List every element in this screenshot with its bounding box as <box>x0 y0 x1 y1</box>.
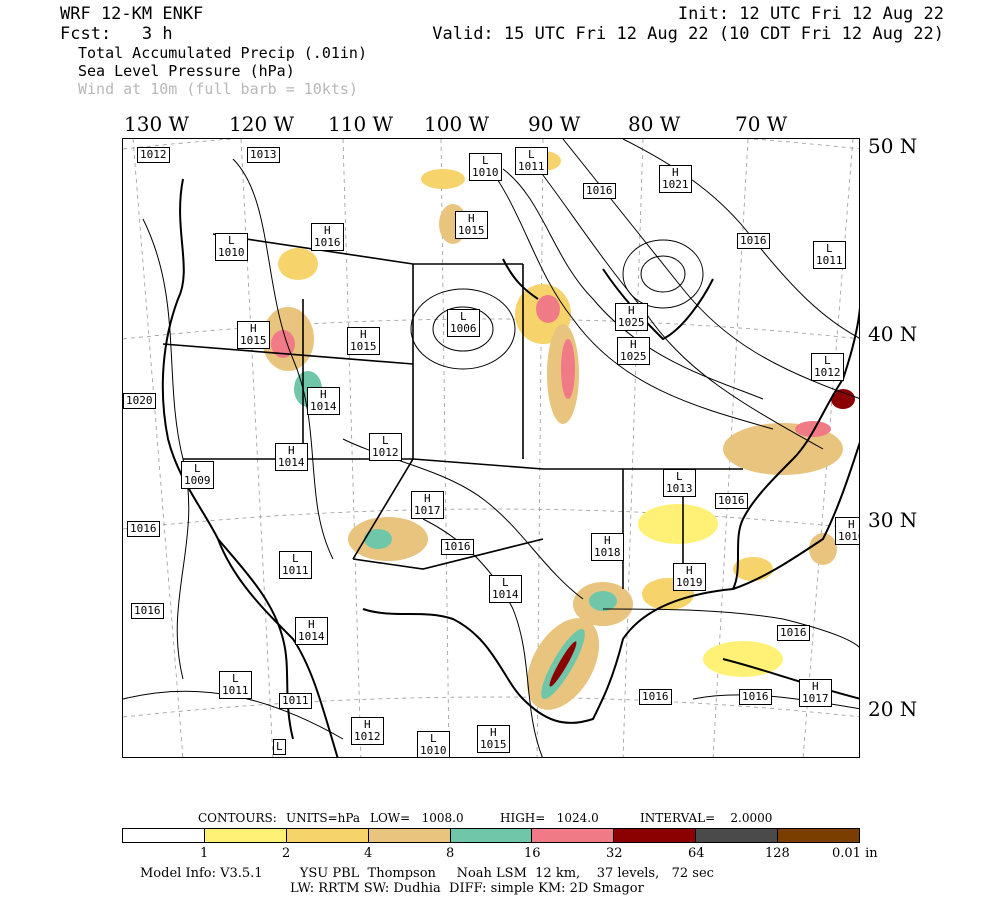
pressure-center: 1011 <box>279 693 312 709</box>
precip-colorbar <box>122 828 860 843</box>
state-borders <box>162 233 743 589</box>
colorbar-swatch <box>368 829 451 842</box>
pressure-center: 1016 <box>131 603 164 619</box>
pressure-center: H 1025 <box>615 303 648 331</box>
colorbar-swatch <box>532 829 615 842</box>
colorbar-label: 8 <box>446 846 455 861</box>
pressure-center: H 1014 <box>295 617 328 645</box>
field-slp: Sea Level Pressure (hPa) <box>78 62 295 80</box>
pressure-center: H 1014 <box>307 387 340 415</box>
pressure-center: L 1012 <box>811 353 844 381</box>
pressure-center: 1020 <box>123 393 156 409</box>
pressure-center: 1016 <box>127 521 160 537</box>
pressure-center: 1016 <box>737 233 770 249</box>
colorbar-label: 2 <box>282 846 291 861</box>
pressure-center: 1016 <box>715 493 748 509</box>
pressure-center: L <box>273 739 286 755</box>
contours-low: LOW= 1008.0 <box>370 811 464 825</box>
pressure-center: L 1011 <box>515 147 548 175</box>
colorbar-swatch <box>204 829 287 842</box>
colorbar-swatch <box>286 829 369 842</box>
colorbar-swatch <box>778 829 860 842</box>
pressure-center: H 1012 <box>351 717 384 745</box>
model-info: Model Info: V3.5.1 YSU PBL Thompson Noah… <box>140 866 714 881</box>
contours-high: HIGH= 1024.0 <box>500 811 599 825</box>
pressure-center: H 1018 <box>591 533 624 561</box>
colorbar-label: 32 <box>606 846 623 861</box>
pressure-center: H 1015 <box>455 211 488 239</box>
pressure-center: 1013 <box>247 147 280 163</box>
colorbar-swatch <box>450 829 533 842</box>
pressure-center: 1016 <box>441 539 474 555</box>
colorbar-label: 0.01 in <box>832 846 878 861</box>
pressure-center: L 1011 <box>813 241 846 269</box>
contours-interval: INTERVAL= 2.0000 <box>640 811 773 825</box>
contours-units: UNITS=hPa <box>286 811 361 825</box>
pressure-center: L 1011 <box>279 551 312 579</box>
pressure-center: H 1015 <box>237 321 270 349</box>
lon-label-110w: 110 W <box>328 112 394 136</box>
pressure-center: L 1010 <box>469 153 502 181</box>
lon-label-130w: 130 W <box>124 112 190 136</box>
map-graphics <box>123 139 859 757</box>
colorbar-swatch <box>123 829 205 842</box>
colorbar-label: 64 <box>688 846 705 861</box>
pressure-center: H 1015 <box>477 725 510 753</box>
pressure-center: L 1014 <box>489 575 522 603</box>
colorbar-label: 4 <box>364 846 373 861</box>
pressure-center: 1016 <box>583 183 616 199</box>
lon-label-70w: 70 W <box>735 112 788 136</box>
lat-label-20n: 20 N <box>868 697 918 721</box>
pressure-center: 1016 <box>639 689 672 705</box>
colorbar-label: 1 <box>200 846 209 861</box>
pressure-center: H 1017 <box>411 491 444 519</box>
colorbar-swatch <box>614 829 697 842</box>
pressure-center: L 1006 <box>447 309 480 337</box>
lon-label-100w: 100 W <box>424 112 490 136</box>
pressure-center: H 1021 <box>659 165 692 193</box>
pressure-center: L 1010 <box>417 731 450 757</box>
pressure-center: L 1011 <box>219 671 252 699</box>
forecast-hour: Fcst: 3 h <box>60 24 173 44</box>
colorbar-label: 16 <box>524 846 541 861</box>
pressure-center: H 1015 <box>347 327 380 355</box>
pressure-center: L 1013 <box>663 469 696 497</box>
field-precip: Total Accumulated Precip (.01in) <box>78 44 367 62</box>
pressure-center: L 1010 <box>215 233 248 261</box>
weather-map: 1012 1013 L 1010 L 1011 1016 H 1021 H 1015 1… <box>122 138 860 758</box>
pressure-center: H 1025 <box>617 337 650 365</box>
lon-label-80w: 80 W <box>628 112 681 136</box>
pressure-center: H 1019 <box>673 563 706 591</box>
field-wind: Wind at 10m (full barb = 10kts) <box>78 80 358 98</box>
valid-time: Valid: 15 UTC Fri 12 Aug 22 (10 CDT Fri … <box>432 24 944 44</box>
init-time: Init: 12 UTC Fri 12 Aug 22 <box>677 4 944 24</box>
contours-label: CONTOURS: <box>198 811 277 825</box>
pressure-center: H 1014 <box>275 443 308 471</box>
colorbar-label: 128 <box>765 846 790 861</box>
model-title: WRF 12-KM ENKF <box>60 4 204 24</box>
pressure-center: H 1017 <box>799 679 832 707</box>
pressure-center: 1016 <box>739 689 772 705</box>
pressure-center: 1012 <box>137 147 170 163</box>
colorbar-swatch <box>696 829 779 842</box>
graticule <box>123 139 859 757</box>
lat-label-30n: 30 N <box>868 508 918 532</box>
lon-label-90w: 90 W <box>528 112 581 136</box>
model-physics: LW: RRTM SW: Dudhia DIFF: simple KM: 2D … <box>290 881 644 896</box>
lon-label-120w: 120 W <box>229 112 295 136</box>
pressure-center: L 1012 <box>369 433 402 461</box>
pressure-center: L 1009 <box>181 461 214 489</box>
lat-label-40n: 40 N <box>868 322 918 346</box>
lat-label-50n: 50 N <box>868 134 918 158</box>
pressure-center: 1016 <box>777 625 810 641</box>
